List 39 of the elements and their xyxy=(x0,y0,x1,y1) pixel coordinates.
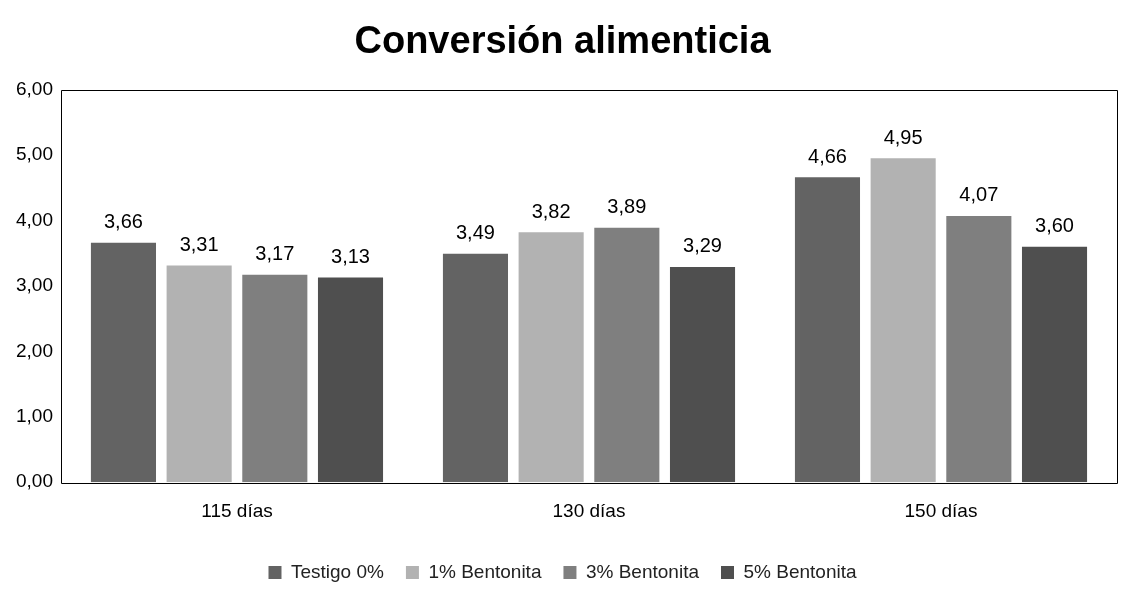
data-label: 3,66 xyxy=(103,210,143,233)
data-label: 3,17 xyxy=(255,242,295,265)
bar xyxy=(1021,246,1088,483)
bar xyxy=(442,253,509,483)
y-tick-label: 4,00 xyxy=(16,208,53,230)
data-label: 3,31 xyxy=(179,233,219,256)
bar xyxy=(946,215,1012,483)
bar xyxy=(317,277,384,483)
bar xyxy=(166,265,232,483)
data-label: 3,89 xyxy=(607,195,647,218)
legend-label: Testigo 0% xyxy=(290,560,385,582)
legend-label: 3% Bentonita xyxy=(585,560,700,582)
y-tick-label: 6,00 xyxy=(16,77,53,99)
bar xyxy=(870,158,936,483)
y-tick-label: 5,00 xyxy=(16,143,53,165)
x-tick-label: 150 días xyxy=(904,499,978,521)
bar xyxy=(794,177,861,483)
bar xyxy=(594,227,660,483)
bar xyxy=(669,266,736,483)
data-label: 4,95 xyxy=(883,125,923,148)
x-tick-label: 115 días xyxy=(201,499,273,521)
bar xyxy=(242,274,308,483)
legend-label: 1% Bentonita xyxy=(428,560,542,582)
chart-title: Conversión alimenticia xyxy=(354,19,772,62)
y-tick-label: 1,00 xyxy=(16,405,53,426)
data-label: 3,29 xyxy=(683,234,722,257)
x-tick-label: 130 días xyxy=(552,499,626,521)
y-tick-label: 2,00 xyxy=(16,339,53,361)
y-tick-label: 3,00 xyxy=(16,274,53,296)
y-tick-label: 0,00 xyxy=(16,470,53,492)
data-label: 4,07 xyxy=(959,183,999,206)
data-label: 4,66 xyxy=(808,144,847,167)
legend-label: 5% Bentonita xyxy=(743,560,857,582)
bar xyxy=(518,232,584,483)
data-label: 3,13 xyxy=(331,244,370,267)
bar xyxy=(90,242,156,483)
data-label: 3,60 xyxy=(1035,214,1074,237)
data-label: 3,82 xyxy=(531,199,571,222)
data-label: 3,49 xyxy=(456,221,495,244)
